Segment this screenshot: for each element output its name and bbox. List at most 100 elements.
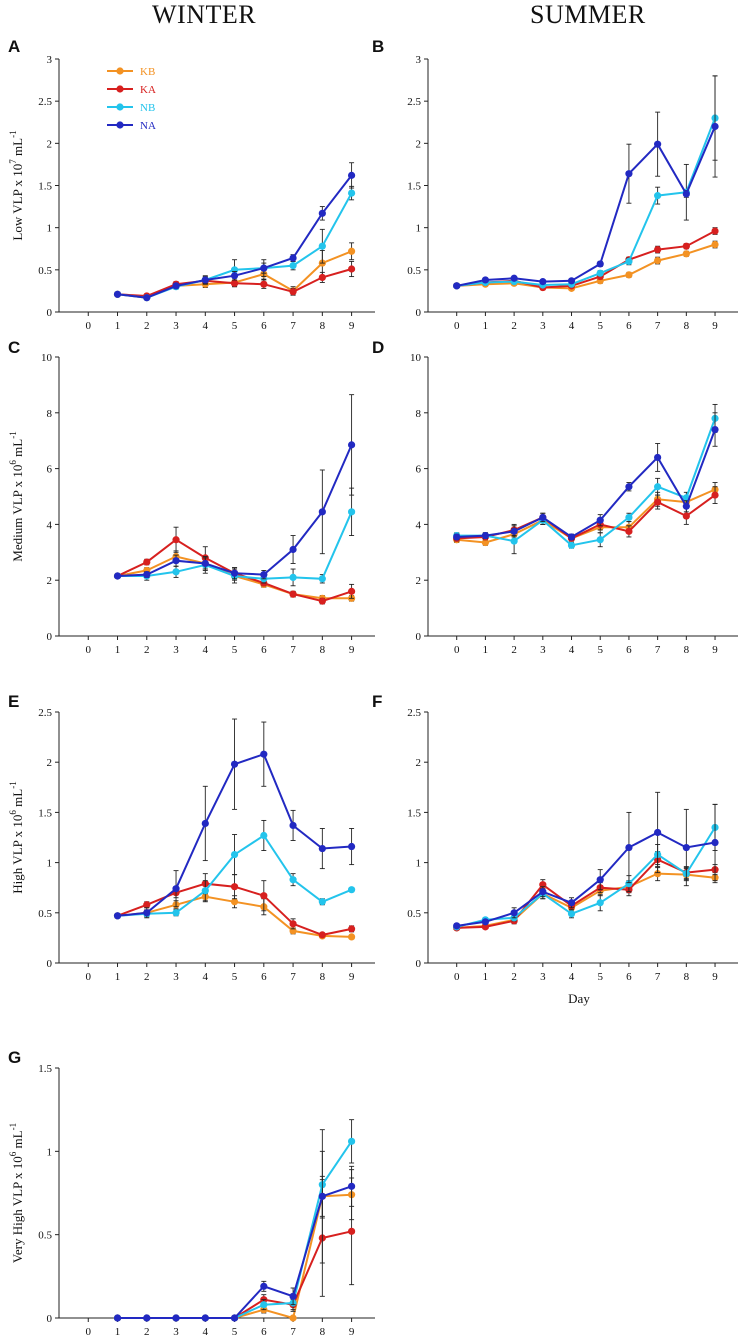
series-ka — [113, 526, 356, 605]
data-point — [453, 533, 461, 541]
x-tick-label: 5 — [597, 971, 603, 983]
data-point — [654, 453, 662, 462]
x-tick-label: 9 — [349, 1326, 355, 1338]
y-tick-label: 0.5 — [407, 908, 421, 920]
series-nb — [113, 1119, 356, 1322]
data-point — [625, 880, 633, 888]
legend-label: KB — [140, 66, 155, 78]
data-point — [682, 843, 690, 852]
data-point — [510, 909, 518, 917]
x-tick-label: 8 — [684, 320, 690, 332]
data-point — [682, 250, 690, 258]
x-tick-label: 3 — [173, 644, 179, 656]
x-tick-label: 9 — [712, 320, 718, 332]
series-kb — [453, 240, 719, 292]
y-tick-label: 2.5 — [38, 707, 52, 719]
data-point — [143, 909, 151, 917]
data-point — [596, 260, 604, 268]
column-title-winter: WINTER — [152, 0, 257, 29]
data-point — [711, 122, 719, 131]
x-tick-label: 3 — [173, 320, 179, 332]
series-line — [456, 243, 716, 290]
x-tick-label: 8 — [320, 1326, 326, 1338]
y-tick-label: 0 — [47, 958, 53, 970]
y-tick-label: 1 — [47, 1146, 53, 1158]
x-tick-label: 6 — [626, 320, 632, 332]
series-na — [113, 162, 356, 302]
data-point — [654, 140, 662, 148]
y-tick-label: 2.5 — [38, 96, 52, 108]
data-point — [596, 899, 604, 907]
x-tick-label: 1 — [115, 971, 121, 983]
data-point — [453, 282, 461, 290]
data-point — [625, 483, 633, 491]
data-point — [230, 760, 239, 768]
data-point — [654, 192, 662, 200]
x-tick-label: 0 — [454, 320, 460, 332]
data-point — [172, 909, 180, 917]
x-tick-label: 8 — [320, 971, 326, 983]
legend-label: NA — [140, 120, 156, 132]
panel-f: F 0 0.5 1 1.5 2 2.5 0 1 2 3 4 5 6 7 8 9 Day — [372, 692, 738, 1006]
data-point — [567, 899, 576, 907]
x-tick-label: 9 — [349, 971, 355, 983]
data-point — [230, 279, 239, 287]
y-tick-label: 0.5 — [38, 265, 52, 277]
x-tick-label: 1 — [483, 971, 489, 983]
data-point — [654, 498, 662, 506]
data-point — [347, 886, 356, 894]
x-tick-label: 6 — [261, 1326, 267, 1338]
y-tick-label: 2 — [416, 757, 422, 769]
y-tick-label: 6 — [416, 464, 422, 476]
data-point — [260, 264, 268, 272]
data-point — [567, 910, 576, 918]
data-point — [260, 831, 268, 840]
panel-letter: D — [372, 338, 384, 357]
column-title-summer: SUMMER — [530, 0, 646, 29]
y-tick-label: 1 — [47, 223, 53, 235]
y-axis-label: Medium VLP x 106 mL-1 — [8, 431, 25, 561]
data-point — [289, 590, 297, 598]
data-point — [481, 538, 490, 547]
data-point — [318, 209, 326, 217]
data-point — [201, 819, 209, 828]
legend-marker — [116, 103, 124, 111]
data-point — [230, 1314, 239, 1322]
data-point — [481, 276, 490, 284]
y-tick-label: 4 — [47, 519, 53, 531]
data-point — [289, 545, 297, 554]
x-tick-label: 8 — [684, 971, 690, 983]
x-tick-label: 7 — [290, 320, 296, 332]
y-tick-label: 1 — [416, 858, 422, 870]
y-axis-label: High VLP x 106 mL-1 — [8, 781, 25, 893]
data-point — [318, 575, 326, 583]
data-point — [113, 1314, 122, 1322]
x-tick-label: 6 — [626, 971, 632, 983]
x-tick-label: 3 — [173, 971, 179, 983]
data-point — [682, 190, 690, 198]
x-tick-label: 9 — [349, 644, 355, 656]
y-tick-label: 6 — [47, 464, 53, 476]
series-na — [453, 75, 719, 290]
data-point — [654, 483, 662, 491]
x-tick-label: 2 — [144, 971, 150, 983]
x-tick-label: 8 — [684, 644, 690, 656]
x-tick-label: 4 — [203, 1326, 209, 1338]
data-point — [596, 536, 604, 544]
data-point — [230, 850, 239, 859]
series-line — [456, 418, 716, 547]
x-tick-label: 4 — [203, 971, 209, 983]
x-tick-label: 5 — [232, 644, 238, 656]
data-point — [289, 262, 297, 270]
data-point — [289, 254, 297, 262]
x-tick-label: 6 — [261, 971, 267, 983]
x-tick-label: 9 — [712, 644, 718, 656]
y-tick-label: 0 — [416, 307, 422, 319]
x-tick-label: 6 — [626, 644, 632, 656]
x-tick-label: 0 — [86, 320, 92, 332]
data-point — [230, 272, 239, 280]
y-tick-label: 1.5 — [38, 807, 52, 819]
series-line — [117, 1230, 352, 1319]
y-tick-label: 2 — [416, 138, 422, 150]
